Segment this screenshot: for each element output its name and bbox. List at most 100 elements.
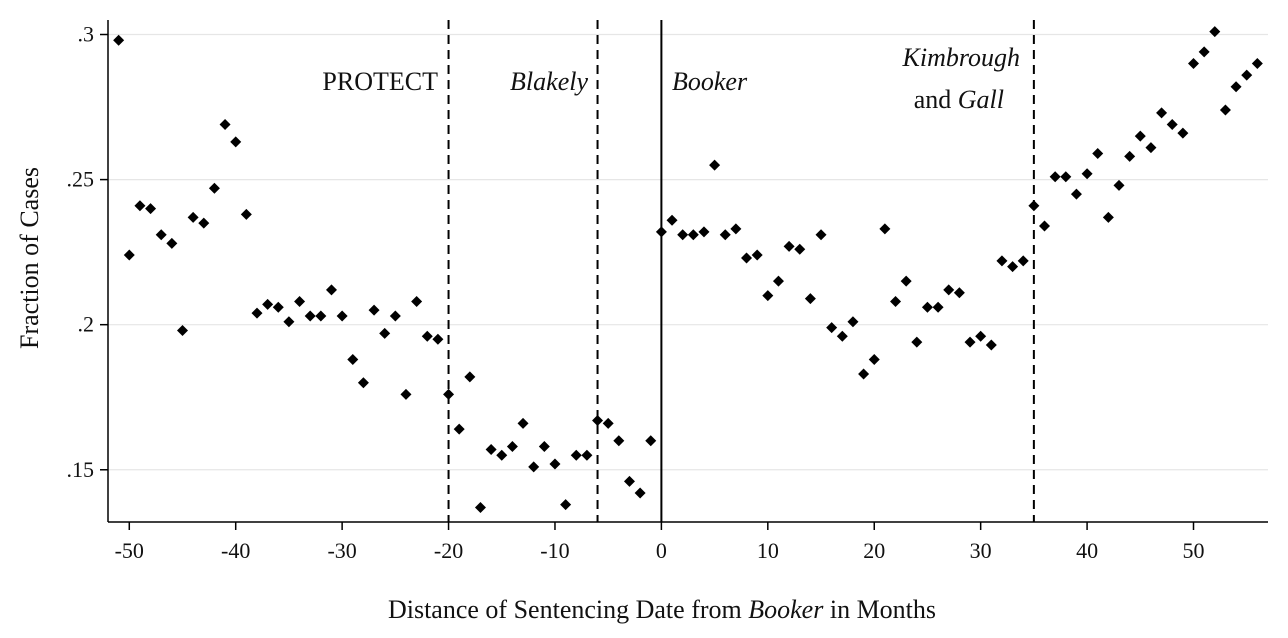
data-point xyxy=(741,252,753,264)
data-point xyxy=(613,435,625,447)
event-lines xyxy=(447,20,1035,522)
data-point xyxy=(879,223,891,235)
data-point xyxy=(1166,118,1178,130)
data-point xyxy=(1134,130,1146,142)
y-tick-label: .3 xyxy=(78,22,95,47)
data-point xyxy=(262,298,274,310)
data-point xyxy=(1145,142,1157,154)
y-tick-label: .2 xyxy=(78,312,95,337)
data-point xyxy=(1209,26,1221,38)
grid-lines xyxy=(108,33,1268,471)
annotation-and-gall: and Gall xyxy=(914,85,1004,114)
data-point xyxy=(347,354,359,366)
data-point xyxy=(187,211,199,223)
data-point xyxy=(304,310,316,322)
data-point xyxy=(315,310,327,322)
data-point xyxy=(911,336,923,348)
x-tick-label: -30 xyxy=(327,538,356,563)
y-tick-label: .25 xyxy=(67,167,95,192)
x-tick-label: -50 xyxy=(115,538,144,563)
x-tick-label: 50 xyxy=(1183,538,1205,563)
data-point xyxy=(496,449,508,461)
data-point xyxy=(251,307,263,319)
annotation-gall-text: Gall xyxy=(958,85,1004,114)
data-point xyxy=(581,449,593,461)
data-point xyxy=(985,339,997,351)
annotation-blakely: Blakely xyxy=(510,67,588,96)
data-point xyxy=(389,310,401,322)
data-point xyxy=(294,295,306,307)
data-point xyxy=(1241,69,1253,81)
x-axis-title-part-3: in Months xyxy=(823,595,936,624)
data-point xyxy=(804,293,816,305)
data-point xyxy=(1081,168,1093,180)
data-point xyxy=(336,310,348,322)
data-point xyxy=(1049,171,1061,183)
data-point xyxy=(176,324,188,336)
x-tick-label: 0 xyxy=(656,538,667,563)
data-point xyxy=(751,249,763,261)
data-point xyxy=(1007,261,1019,273)
data-point xyxy=(1188,58,1200,70)
data-point xyxy=(357,377,369,389)
data-point xyxy=(868,354,880,366)
data-point xyxy=(208,182,220,194)
data-point xyxy=(698,226,710,238)
data-point xyxy=(325,284,337,296)
data-point xyxy=(847,316,859,328)
data-point xyxy=(1028,200,1040,212)
data-point xyxy=(570,449,582,461)
data-point xyxy=(283,316,295,328)
data-point xyxy=(219,118,231,130)
data-point xyxy=(858,368,870,380)
x-tick-label: -10 xyxy=(540,538,569,563)
annotation-booker: Booker xyxy=(672,67,748,96)
data-point xyxy=(1156,107,1168,119)
data-point xyxy=(123,249,135,261)
x-tick-label: -20 xyxy=(434,538,463,563)
x-axis-title-part-2: Booker xyxy=(748,595,824,624)
data-point xyxy=(634,487,646,499)
data-point xyxy=(730,223,742,235)
x-tick-label: -40 xyxy=(221,538,250,563)
data-point xyxy=(1219,104,1231,116)
axes xyxy=(107,20,1268,523)
data-point xyxy=(719,229,731,241)
data-point xyxy=(1039,220,1051,232)
data-point xyxy=(1230,81,1242,93)
data-point xyxy=(1060,171,1072,183)
data-point xyxy=(975,330,987,342)
data-point xyxy=(1198,46,1210,58)
data-point xyxy=(198,217,210,229)
data-point xyxy=(432,333,444,345)
data-point xyxy=(506,441,518,453)
data-point xyxy=(240,208,252,220)
data-point xyxy=(1124,150,1136,162)
data-point xyxy=(400,388,412,400)
data-point xyxy=(368,304,380,316)
data-point xyxy=(709,159,721,171)
data-point xyxy=(549,458,561,470)
data-point xyxy=(762,290,774,302)
data-point xyxy=(890,295,902,307)
data-point xyxy=(538,441,550,453)
x-axis-title: Distance of Sentencing Date from Booker … xyxy=(388,595,936,624)
x-tick-label: 40 xyxy=(1076,538,1098,563)
data-point xyxy=(155,229,167,241)
data-point xyxy=(900,275,912,287)
data-point xyxy=(1070,188,1082,200)
data-point xyxy=(1251,58,1263,70)
data-point xyxy=(783,240,795,252)
y-tick-label: .15 xyxy=(67,457,95,482)
data-point xyxy=(1017,255,1029,267)
data-point xyxy=(623,475,635,487)
data-point xyxy=(113,34,125,46)
data-point xyxy=(687,229,699,241)
annotation-protect: PROTECT xyxy=(322,67,438,96)
x-axis-title-part-1: Distance of Sentencing Date from xyxy=(388,595,748,624)
data-point xyxy=(528,461,540,473)
data-point xyxy=(485,443,497,455)
data-point xyxy=(443,388,455,400)
data-point xyxy=(666,214,678,226)
